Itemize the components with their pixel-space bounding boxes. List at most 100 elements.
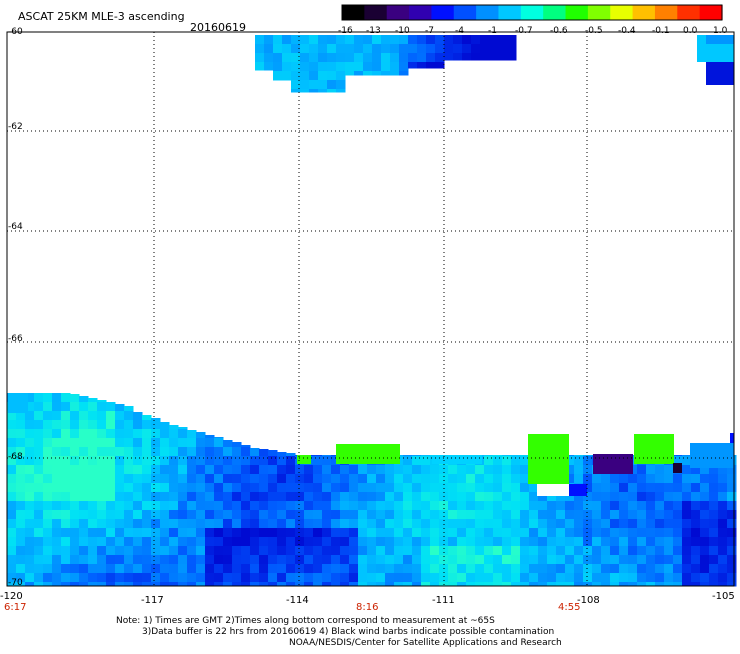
wind-cell (646, 501, 656, 511)
wind-cell (502, 582, 512, 587)
wind-cell (97, 555, 107, 565)
wind-cell (223, 465, 233, 475)
wind-cell (537, 484, 569, 496)
wind-cell (340, 510, 350, 520)
wind-cell (340, 501, 350, 511)
wind-cell (331, 501, 341, 511)
wind-cell (682, 455, 692, 457)
wind-cell (277, 528, 287, 538)
wind-cell (196, 528, 206, 538)
colorbar-label: -16 (338, 26, 353, 36)
wind-cell (214, 564, 224, 574)
wind-cell (547, 555, 557, 565)
wind-cell (556, 519, 566, 529)
wind-cell (268, 564, 278, 574)
wind-cell (214, 483, 224, 493)
wind-cell (106, 582, 116, 587)
wind-cell (480, 53, 490, 61)
wind-cell (264, 53, 274, 63)
wind-cell (223, 555, 233, 565)
wind-cell (52, 402, 62, 412)
wind-cell (34, 519, 44, 529)
wind-cell (304, 483, 314, 493)
wind-cell (628, 501, 638, 511)
wind-cell (466, 483, 476, 493)
wind-cell (268, 501, 278, 511)
wind-cell (385, 483, 395, 493)
wind-cell (511, 582, 521, 587)
wind-cell (34, 501, 44, 511)
wind-cell (304, 573, 314, 583)
wind-cell (547, 546, 557, 556)
wind-cell (655, 546, 665, 556)
wind-cell (142, 465, 152, 475)
wind-cell (601, 474, 611, 484)
wind-cell (133, 456, 143, 466)
wind-cell (106, 573, 116, 583)
wind-cell (367, 501, 377, 511)
wind-cell (336, 53, 346, 63)
wind-cell (205, 582, 215, 587)
wind-cell (70, 429, 80, 439)
wind-cell (448, 474, 458, 484)
wind-cell (16, 519, 26, 529)
wind-cell (232, 483, 242, 493)
wind-cell (520, 501, 530, 511)
wind-cell (115, 411, 125, 421)
wind-cell (430, 501, 440, 511)
wind-cell (700, 537, 710, 547)
wind-cell (196, 447, 206, 457)
wind-data-layer (7, 35, 737, 587)
wind-cell (16, 510, 26, 520)
wind-cell (435, 44, 445, 54)
wind-cell (187, 555, 197, 565)
wind-cell (574, 519, 584, 529)
latitude-label: -68 (8, 452, 23, 462)
wind-cell (430, 537, 440, 547)
wind-cell (88, 438, 98, 448)
colorbar-label: -0.7 (515, 26, 533, 36)
wind-cell (160, 447, 170, 457)
wind-cell (196, 465, 206, 475)
wind-cell (448, 528, 458, 538)
wind-cell (322, 455, 332, 457)
wind-cell (178, 465, 188, 475)
wind-cell (282, 44, 292, 54)
wind-cell (565, 546, 575, 556)
wind-cell (214, 438, 224, 448)
wind-cell (52, 492, 62, 502)
wind-cell (309, 89, 319, 93)
wind-cell (259, 449, 269, 457)
wind-cell (273, 71, 283, 81)
product-date: 20160619 (190, 21, 246, 34)
wind-cell (592, 573, 602, 583)
wind-cell (178, 564, 188, 574)
wind-cell (682, 483, 692, 493)
wind-cell (52, 429, 62, 439)
wind-cell (61, 573, 71, 583)
wind-cell (124, 483, 134, 493)
wind-cell (417, 35, 427, 45)
wind-cell (70, 492, 80, 502)
wind-cell (354, 71, 364, 76)
wind-cell (7, 447, 17, 457)
wind-cell (399, 71, 409, 76)
wind-cell (7, 411, 17, 421)
wind-cell (7, 528, 17, 538)
wind-cell (358, 492, 368, 502)
wind-cell (232, 501, 242, 511)
wind-cell (682, 519, 692, 529)
wind-cell (430, 582, 440, 587)
wind-cell (115, 492, 125, 502)
wind-cell (133, 555, 143, 565)
wind-cell (25, 582, 35, 587)
wind-cell (273, 53, 283, 63)
wind-cell (133, 582, 143, 587)
wind-cell (61, 492, 71, 502)
wind-cell (430, 492, 440, 502)
wind-cell (489, 35, 499, 45)
wind-cell (480, 35, 490, 45)
wind-cell (178, 456, 188, 466)
wind-cell (367, 519, 377, 529)
wind-cell (277, 537, 287, 547)
